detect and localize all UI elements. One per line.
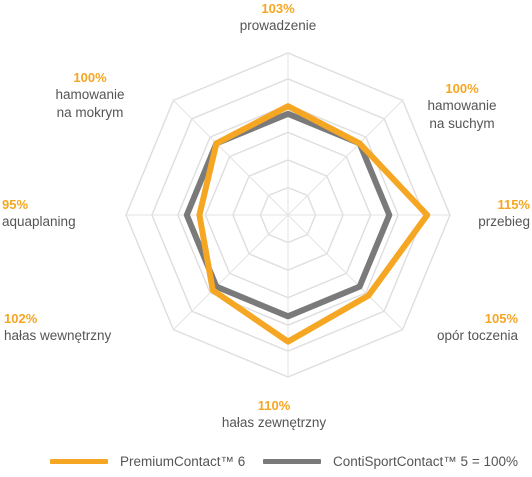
axis-value-label-3: 105%	[485, 311, 519, 326]
axis-label-group-0: 103% prowadzenie	[240, 1, 317, 33]
legend: PremiumContact™ 6 ContiSportContact™ 5 =…	[0, 454, 532, 476]
axis-labels: 103% prowadzenie 100% hamowanie na suchym 115…	[2, 1, 530, 430]
legend-item-sportcontact: ContiSportContact™ 5 = 100%	[263, 454, 518, 469]
axis-value-label-5: 102%	[4, 311, 38, 326]
legend-label-premium: PremiumContact™ 6	[120, 454, 246, 469]
axis-value-label-1: 100%	[445, 81, 479, 96]
axis-value-label-2: 115%	[497, 197, 530, 212]
axis-name-label-7-0: hamowanie	[55, 87, 124, 102]
axis-name-label-2-0: przebieg	[478, 214, 530, 229]
axis-label-group-3: 105% opór toczenia	[437, 311, 519, 343]
legend-item-premium: PremiumContact™ 6	[50, 454, 245, 469]
series-line-1	[183, 110, 393, 320]
axis-label-group-6: 95% aquaplaning	[2, 197, 76, 229]
radar-series	[183, 103, 431, 345]
radar-grid	[125, 52, 451, 378]
legend-swatch-sportcontact	[263, 459, 321, 464]
axis-value-label-4: 110%	[258, 398, 291, 413]
axis-name-label-5-0: hałas wewnętrzny	[4, 328, 112, 343]
legend-label-sportcontact: ContiSportContact™ 5 = 100%	[333, 454, 518, 469]
axis-name-label-1-0: hamowanie	[427, 98, 496, 113]
axis-value-label-7: 100%	[73, 70, 107, 85]
axis-name-label-0-0: prowadzenie	[240, 18, 317, 33]
axis-value-label-0: 103%	[261, 1, 295, 16]
axis-label-group-7: 100% hamowanie na mokrym	[55, 70, 124, 120]
axis-name-label-7-1: na mokrym	[57, 105, 124, 120]
axis-name-label-4-0: hałas zewnętrzny	[222, 415, 327, 430]
axis-label-group-5: 102% hałas wewnętrzny	[4, 311, 112, 343]
grid-spoke-5	[173, 214, 289, 330]
axis-label-group-2: 115% przebieg	[478, 197, 530, 229]
axis-name-label-6-0: aquaplaning	[2, 214, 76, 229]
axis-value-label-6: 95%	[2, 197, 28, 212]
grid-spoke-1	[287, 100, 403, 216]
grid-spoke-3	[287, 214, 403, 330]
legend-swatch-premium	[50, 459, 108, 464]
axis-label-group-1: 100% hamowanie na suchym	[427, 81, 496, 131]
axis-name-label-1-1: na suchym	[429, 116, 494, 131]
axis-name-label-3-0: opór toczenia	[437, 328, 519, 343]
axis-label-group-4: 110% hałas zewnętrzny	[222, 398, 327, 430]
series-line-0	[196, 103, 431, 345]
grid-spoke-7	[173, 100, 289, 216]
